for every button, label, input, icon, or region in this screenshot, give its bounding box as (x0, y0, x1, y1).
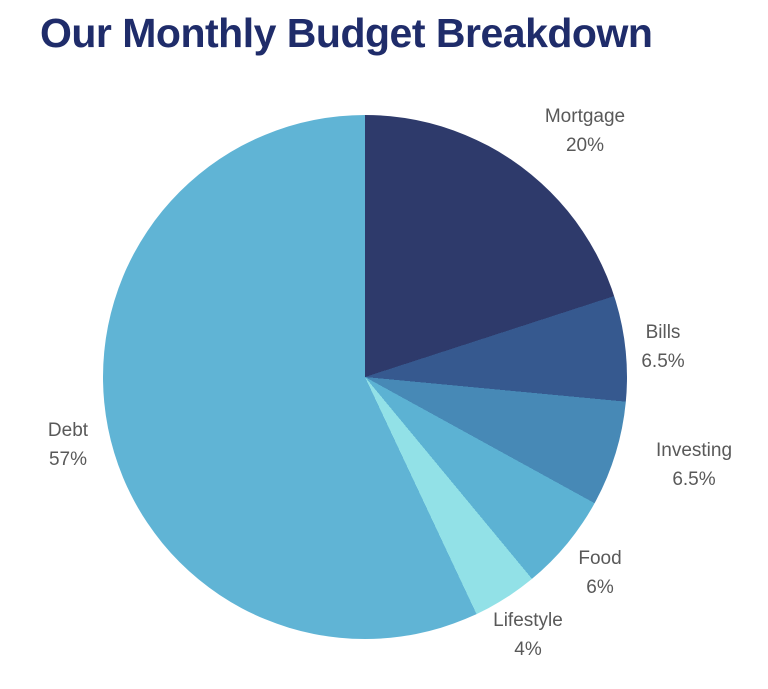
slice-label-food: Food 6% (578, 544, 621, 602)
slice-label-lifestyle: Lifestyle 4% (493, 606, 563, 664)
slice-percent: 6.5% (672, 469, 716, 490)
slice-name: Lifestyle (493, 610, 563, 631)
slice-percent: 6.5% (641, 351, 685, 372)
slice-label-debt: Debt 57% (48, 416, 88, 474)
slice-name: Debt (47, 420, 89, 441)
slice-label-investing: Investing 6.5% (656, 436, 732, 494)
slice-label-bills: Bills 6.5% (641, 318, 684, 376)
slice-name: Investing (655, 440, 733, 461)
slice-percent: 4% (514, 639, 542, 660)
slice-label-mortgage: Mortgage 20% (545, 102, 625, 160)
slice-name: Bills (645, 322, 681, 343)
slice-name: Mortgage (544, 106, 626, 127)
slice-percent: 20% (565, 135, 605, 156)
chart-title: Our Monthly Budget Breakdown (40, 10, 653, 56)
slice-percent: 6% (586, 577, 614, 598)
slice-percent: 57% (48, 449, 88, 470)
slice-name: Food (578, 548, 622, 569)
pie-chart (103, 115, 627, 639)
